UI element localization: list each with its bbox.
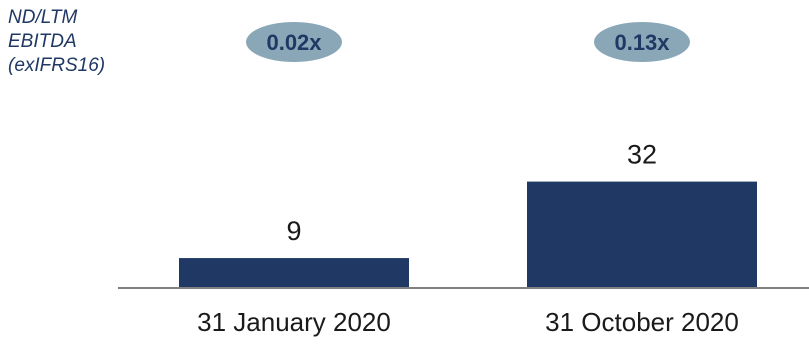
- ratio-label-1: 0.02x: [266, 30, 322, 55]
- bars: [179, 181, 757, 288]
- bar-1: [179, 258, 409, 288]
- ratio-pill-shape: [246, 22, 342, 62]
- x-axis-tick-labels: 31 January 2020 31 October 2020: [197, 307, 739, 337]
- x-tick-label-1: 31 January 2020: [197, 307, 391, 337]
- ratio-pill-2: 0.13x: [594, 22, 690, 62]
- x-tick-label-2: 31 October 2020: [545, 307, 739, 337]
- ratio-pill-1: 0.02x: [246, 22, 342, 62]
- data-label-2: 32: [627, 140, 657, 170]
- ratio-pills: 0.02x 0.13x: [246, 22, 690, 62]
- data-label-1: 9: [286, 216, 301, 246]
- chart-title: ND/LTM EBITDA (exIFRS16): [8, 7, 106, 76]
- ratio-pill-shape: [594, 22, 690, 62]
- data-labels: 9 32: [286, 140, 657, 246]
- ratio-label-2: 0.13x: [614, 30, 670, 55]
- bar-2: [527, 181, 757, 288]
